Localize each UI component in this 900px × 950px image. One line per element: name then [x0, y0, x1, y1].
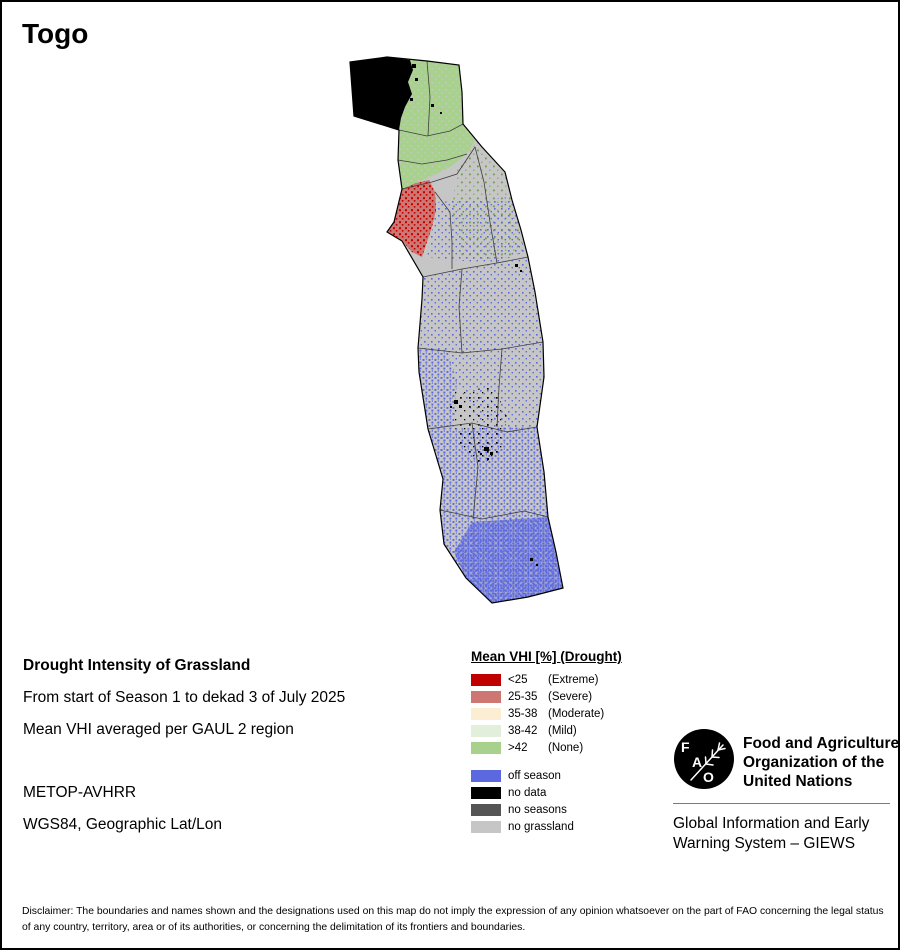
- legend-row-moderate: 35-38 (Moderate): [471, 705, 622, 722]
- admin-boundaries: [397, 60, 549, 520]
- legend-class-label: no seasons: [508, 803, 567, 816]
- fao-letter-o: O: [703, 769, 714, 785]
- legend-swatch-no-data: [471, 786, 501, 799]
- map-aggregation: Mean VHI averaged per GAUL 2 region: [23, 721, 294, 738]
- legend-class-label: no grassland: [508, 820, 574, 833]
- footer-divider: [673, 803, 890, 804]
- legend-row-extreme: <25 (Extreme): [471, 671, 622, 688]
- togo-drought-map: [349, 56, 564, 604]
- fao-letter-f: F: [681, 739, 690, 755]
- fao-org-name: Food and Agriculture Organization of the…: [743, 735, 900, 790]
- legend-title: Mean VHI [%] (Drought): [471, 649, 622, 664]
- legend-swatch-moderate: [471, 707, 501, 720]
- legend-class-label: off season: [508, 769, 561, 782]
- legend-row-no-data: no data: [471, 784, 622, 801]
- page-title: Togo: [22, 18, 89, 49]
- legend-class-label: no data: [508, 786, 547, 799]
- legend-class-label: (Extreme): [548, 673, 599, 686]
- legend-class-label: (None): [548, 741, 584, 754]
- legend-row-severe: 25-35 (Severe): [471, 688, 622, 705]
- legend-class-value: 35-38: [508, 707, 538, 720]
- giews-label: Global Information and Early Warning Sys…: [673, 815, 870, 853]
- legend: Mean VHI [%] (Drought) <25 (Extreme) 25-…: [471, 649, 622, 835]
- map-sensor: METOP-AVHRR: [23, 784, 137, 801]
- map-subject-heading: Drought Intensity of Grassland: [23, 657, 251, 674]
- map-region-no-data: [350, 57, 413, 130]
- legend-row-no-seasons: no seasons: [471, 801, 622, 818]
- map-period: From start of Season 1 to dekad 3 of Jul…: [23, 689, 346, 706]
- legend-swatch-no-grassland: [471, 820, 501, 833]
- legend-class-value: >42: [508, 741, 528, 754]
- legend-swatch-extreme: [471, 673, 501, 686]
- legend-row-no-grassland: no grassland: [471, 818, 622, 835]
- legend-swatch-no-seasons: [471, 803, 501, 816]
- legend-row-none: >42 (None): [471, 739, 622, 756]
- legend-class-label: (Severe): [548, 690, 593, 703]
- legend-row-off-season: off season: [471, 767, 622, 784]
- legend-class-value: <25: [508, 673, 528, 686]
- legend-swatch-off-season: [471, 769, 501, 782]
- legend-class-value: 38-42: [508, 724, 538, 737]
- legend-row-mild: 38-42 (Mild): [471, 722, 622, 739]
- country-outline: [349, 56, 564, 604]
- legend-swatch-severe: [471, 690, 501, 703]
- fao-letter-a: A: [692, 754, 702, 770]
- disclaimer-text: Disclaimer: The boundaries and names sho…: [22, 906, 884, 933]
- legend-swatch-none: [471, 741, 501, 754]
- legend-swatch-mild: [471, 724, 501, 737]
- fao-logo-icon: F A O: [674, 729, 734, 789]
- legend-spacer: [471, 756, 622, 767]
- legend-class-value: 25-35: [508, 690, 538, 703]
- legend-class-label: (Mild): [548, 724, 577, 737]
- map-projection: WGS84, Geographic Lat/Lon: [23, 816, 223, 833]
- legend-class-label: (Moderate): [548, 707, 605, 720]
- map-info-block: Drought Intensity of Grassland From star…: [23, 657, 345, 834]
